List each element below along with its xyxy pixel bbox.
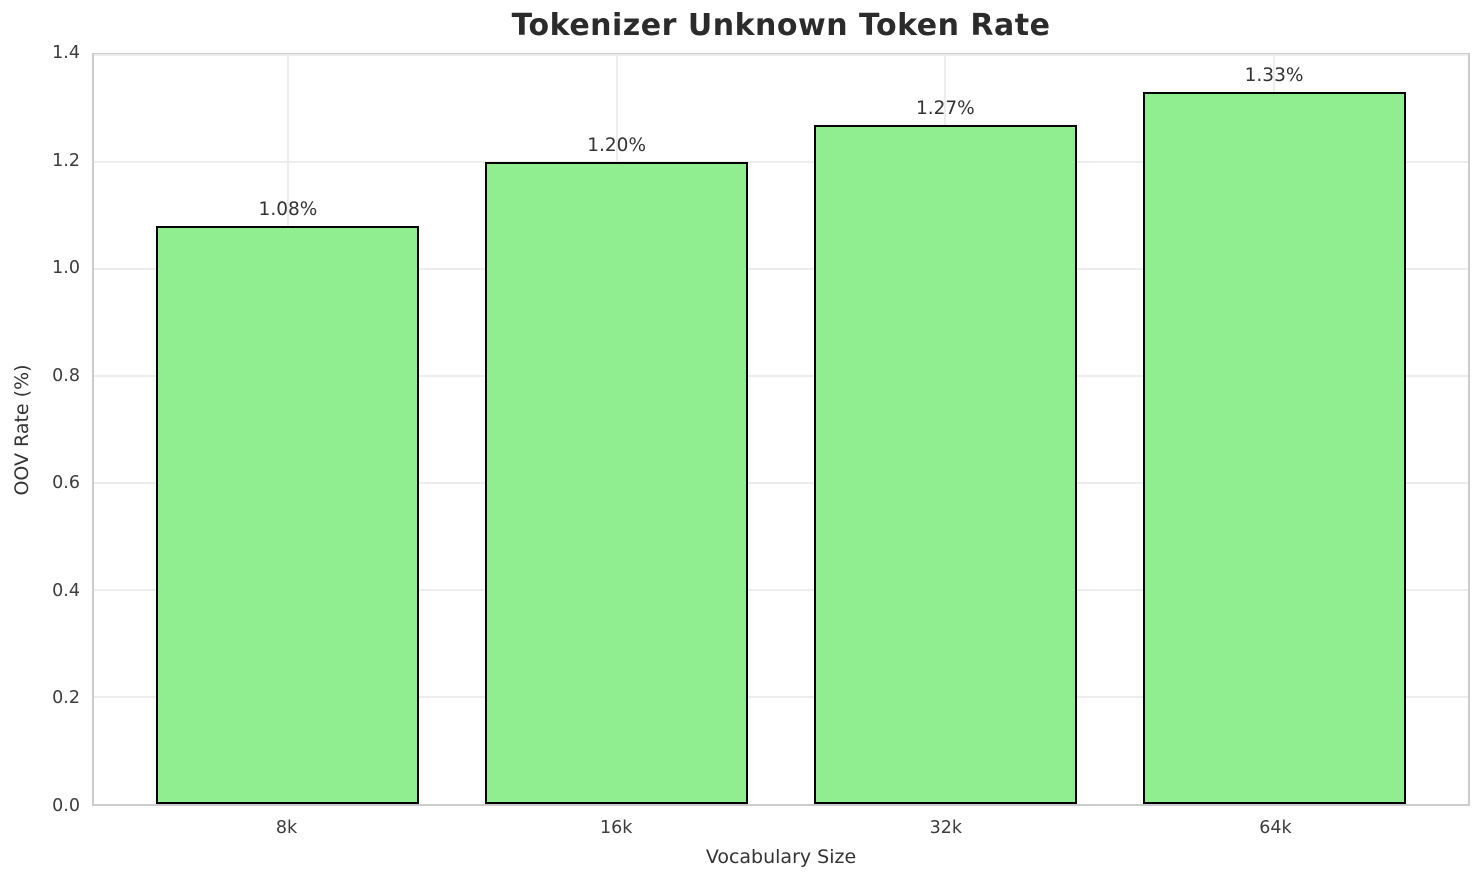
h-gridline-1.4 (94, 54, 1468, 56)
x-tick-label-32k: 32k (929, 818, 963, 838)
y-tick-label-1.0: 1.0 (52, 258, 80, 279)
x-tick-label-8k: 8k (275, 818, 298, 838)
x-tick-label-64k: 64k (1259, 818, 1292, 838)
h-gridline-0.8 (94, 375, 1468, 377)
y-tick-label-1.4: 1.4 (52, 43, 80, 63)
bar-value-label-16k: 1.20% (587, 135, 647, 156)
bar-8k (156, 226, 420, 804)
h-gridline-1.2 (94, 161, 1468, 163)
bar-value-label-32k: 1.27% (915, 97, 975, 119)
bar-value-label-8k: 1.08% (258, 199, 318, 221)
plot-area: 1.08% 1.20% 1.27% 1.33% (92, 53, 1470, 806)
h-gridline-0.2 (94, 696, 1468, 698)
bar-64k (1142, 92, 1406, 804)
h-gridline-0.4 (94, 589, 1468, 591)
y-tick-label-0.0: 0.0 (52, 796, 80, 816)
h-gridline-1.0 (94, 268, 1468, 270)
y-tick-label-0.2: 0.2 (52, 688, 80, 709)
y-tick-label-1.2: 1.2 (52, 150, 80, 171)
x-axis-label: Vocabulary Size (705, 846, 857, 868)
x-tick-label-16k: 16k (599, 818, 633, 838)
chart-title: Tokenizer Unknown Token Rate (511, 8, 1051, 43)
y-tick-label-0.4: 0.4 (52, 580, 80, 601)
bar-value-label-64k: 1.33% (1244, 65, 1304, 87)
y-tick-label-0.6: 0.6 (52, 473, 80, 494)
bar-16k (485, 162, 749, 804)
y-tick-label-0.8: 0.8 (52, 365, 80, 386)
bar-32k (813, 124, 1077, 804)
h-gridline-0.6 (94, 482, 1468, 484)
